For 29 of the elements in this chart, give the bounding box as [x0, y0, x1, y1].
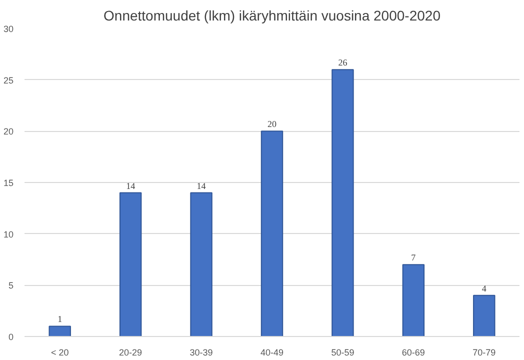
bar [260, 130, 284, 336]
y-tick-label: 25 [3, 75, 14, 86]
y-tick-label: 15 [3, 178, 14, 188]
data-label: 14 [126, 180, 136, 191]
data-label: 26 [338, 58, 348, 68]
x-tick-label: < 20 [50, 348, 69, 358]
bar [332, 69, 354, 336]
chart-title: Onnettomuudet (lkm) ikäryhmittäin vuosina 2000-2020 [104, 8, 441, 24]
y-tick-label: 20 [3, 126, 14, 137]
y-tick-label: 30 [3, 24, 14, 34]
x-tick-label: 50-59 [331, 348, 354, 358]
x-tick-label: 20-29 [119, 348, 142, 358]
bar [190, 192, 212, 336]
y-tick-label: 10 [3, 229, 14, 240]
bar [119, 192, 142, 336]
data-label: 4 [482, 283, 487, 294]
bar [48, 326, 71, 336]
bar [402, 264, 425, 336]
bar [473, 294, 496, 336]
x-tick-label: 30-39 [190, 348, 213, 358]
data-label: 1 [58, 314, 62, 324]
y-tick-label: 0 [8, 332, 14, 342]
x-tick-label: 60-69 [402, 348, 425, 358]
data-label: 20 [268, 119, 277, 130]
x-tick-label: 40-49 [260, 348, 284, 358]
y-tick-label: 5 [8, 280, 14, 291]
data-label: 14 [196, 180, 206, 191]
data-label: 7 [411, 252, 416, 263]
x-tick-label: 70-79 [472, 348, 496, 358]
